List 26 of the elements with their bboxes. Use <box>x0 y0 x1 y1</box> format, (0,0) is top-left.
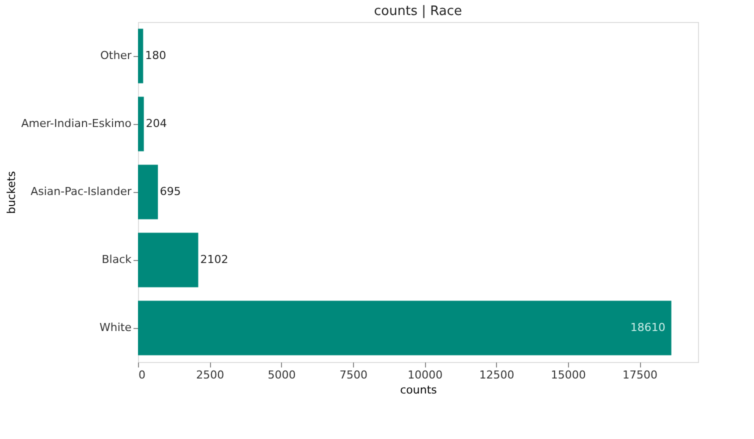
x-tick-label: 15000 <box>550 368 586 382</box>
x-axis-title: counts <box>400 384 438 396</box>
y-tick-label: Other <box>100 49 132 62</box>
y-tick-label: Asian-Pac-Islander <box>30 185 132 198</box>
x-tick-label: 0 <box>138 368 146 382</box>
bar <box>138 300 672 356</box>
chart-title: counts | Race <box>374 4 462 19</box>
y-tick-label: Black <box>102 253 132 266</box>
data-label: 204 <box>146 117 167 130</box>
y-tick-label: Amer-Indian-Eskimo <box>21 117 132 130</box>
data-label: 2102 <box>200 253 228 266</box>
x-tick-label: 2500 <box>196 368 224 382</box>
x-tick-label: 5000 <box>268 368 296 382</box>
y-tick-label: White <box>100 321 132 334</box>
y-axis-title: buckets <box>5 170 18 214</box>
bar <box>138 164 158 220</box>
x-tick-label: 10000 <box>408 368 443 382</box>
bar <box>138 96 144 152</box>
bar <box>138 28 144 84</box>
x-tick-label: 12500 <box>479 368 514 382</box>
x-tick-label: 7500 <box>339 368 368 382</box>
data-label: 18610 <box>630 321 666 334</box>
data-label: 180 <box>145 49 166 62</box>
x-tick-label: 17500 <box>622 368 658 382</box>
data-label: 695 <box>160 185 181 198</box>
bar <box>138 232 198 288</box>
